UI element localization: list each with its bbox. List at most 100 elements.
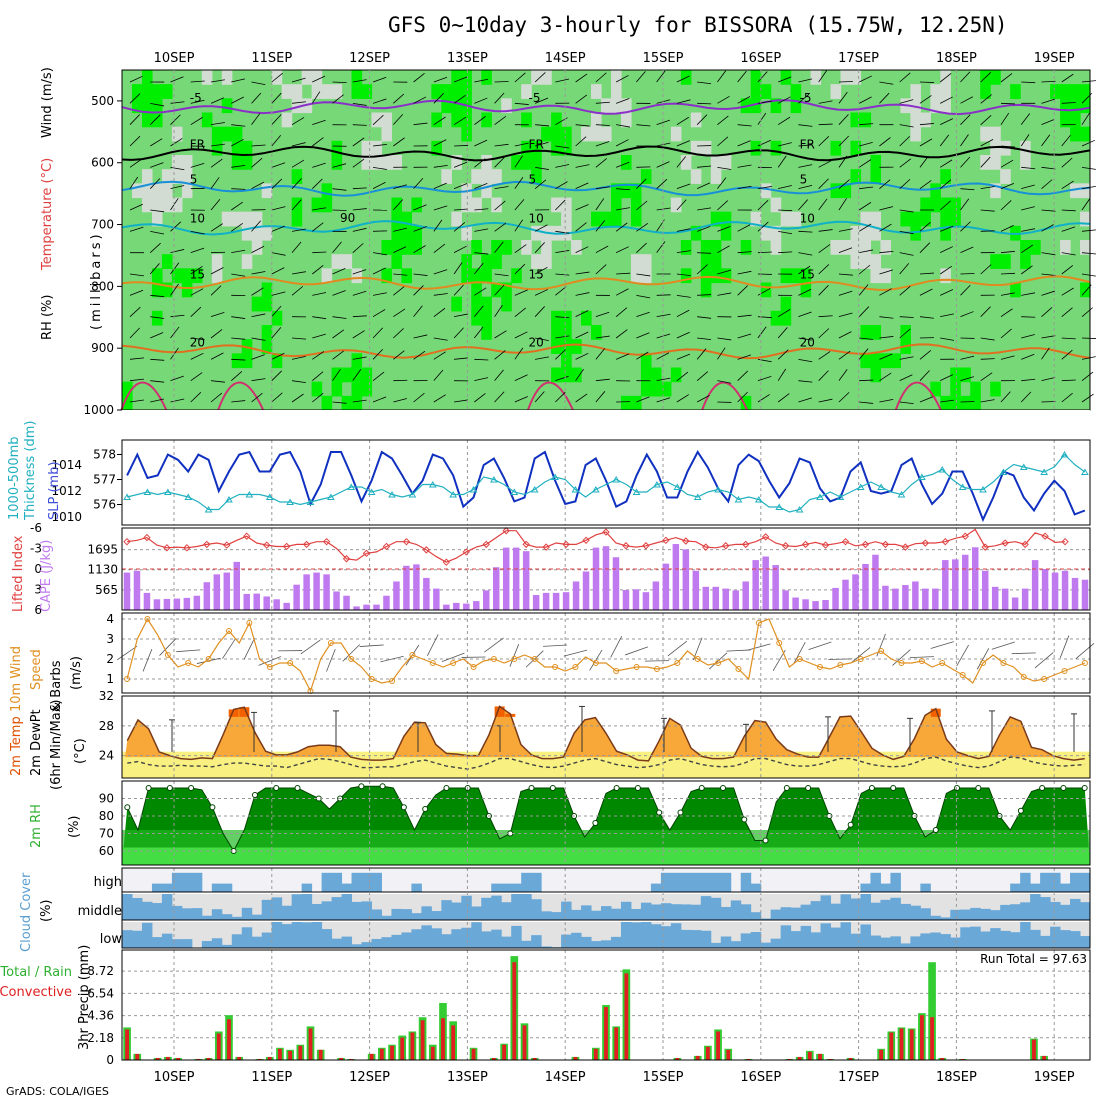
wind-barb: [453, 245, 467, 254]
cloud-bar: [860, 924, 871, 948]
wind-barb: [818, 70, 828, 83]
rh-marker: [251, 792, 258, 798]
cloud-bar: [1000, 930, 1011, 948]
cape-bar: [273, 599, 280, 610]
thickness-marker: [1060, 451, 1069, 458]
wind-barb: [859, 337, 874, 340]
wind-barb: [231, 337, 246, 340]
rh-cell: [391, 197, 403, 213]
precip-conv-bar: [267, 1056, 272, 1060]
isotherm-label: 15: [529, 267, 544, 281]
cloud-bar: [211, 909, 223, 920]
rh-cell: [561, 140, 572, 156]
wind-barb: [271, 162, 286, 168]
wind-barb: [129, 93, 141, 104]
cloud-bar: [441, 934, 452, 948]
wind-barb: [939, 134, 950, 147]
thickness-marker: [245, 491, 254, 498]
wind-barb: [879, 288, 892, 296]
rh-cell: [381, 268, 393, 284]
wind-barb: [514, 263, 526, 275]
rh-cell: [311, 197, 323, 213]
rh-cell: [311, 70, 323, 85]
rh-cell: [411, 225, 422, 241]
cloud-bar: [471, 922, 482, 948]
cloud-bar: [680, 872, 692, 892]
contour-arc: [526, 381, 574, 411]
rh-cell: [870, 268, 882, 284]
rh-cell: [151, 310, 163, 326]
rh-cell: [720, 155, 732, 170]
wind-barb: [879, 223, 892, 232]
wind-barb: [291, 271, 306, 275]
cloud-bar: [371, 938, 382, 948]
panel-frame: [121, 949, 1091, 1061]
wind-barb: [737, 333, 752, 339]
rh-cell: [551, 112, 562, 128]
wind-barb: [210, 198, 221, 211]
cape-bar: [333, 591, 340, 610]
cape-bar: [772, 565, 779, 610]
wind-barb: [1061, 287, 1074, 296]
wind-barb: [1021, 166, 1036, 170]
precip-conv-bar: [1032, 1039, 1036, 1060]
wind-barb: [575, 182, 589, 190]
precip-conv-bar: [716, 1031, 720, 1060]
rh-cell: [531, 70, 542, 85]
slp-label: SLP (mb): [47, 461, 62, 520]
wind-barb: [899, 135, 911, 147]
cloud-bar: [770, 909, 782, 920]
wind-barb: [879, 137, 891, 147]
wind-barb: [372, 267, 386, 275]
wind-barb: [1000, 159, 1014, 168]
wind-barb: [575, 164, 590, 168]
cloud-bar: [930, 932, 941, 948]
wind-barb: [413, 96, 427, 104]
cape-bar: [383, 595, 390, 610]
rh-cell: [990, 254, 1001, 269]
li-marker: [183, 544, 191, 552]
rh-cell: [471, 169, 482, 184]
thickness-marker: [367, 488, 376, 495]
rh-cell: [630, 254, 642, 269]
li-marker: [761, 533, 770, 541]
wind-barb: [271, 114, 282, 125]
wind-barb: [778, 142, 792, 147]
li-marker: [921, 539, 930, 547]
cloud-bar: [1060, 883, 1071, 892]
rh-cell: [760, 84, 772, 99]
rh-cell: [770, 225, 782, 241]
wind-marker: [531, 656, 538, 662]
wind-barb: [231, 249, 246, 254]
wind-barb: [433, 394, 446, 403]
date-label-bottom: 16SEP: [740, 1070, 781, 1085]
wind-barb: [1000, 292, 1015, 296]
wind-barb: [1081, 112, 1090, 125]
wind-barb: [372, 327, 383, 339]
rh-cell: [1080, 183, 1091, 199]
rh-cell: [261, 296, 273, 312]
wind-barb: [231, 188, 246, 190]
wind-barb: [231, 138, 244, 147]
cloud-bar: [1020, 872, 1031, 892]
thickness-label-2: Thickness (dm): [23, 421, 38, 521]
wind-marker: [715, 660, 722, 666]
wind-barb: [838, 312, 853, 318]
rh-cell: [650, 381, 662, 397]
wind-barb: [818, 100, 833, 104]
cloud-bar: [1030, 929, 1041, 948]
date-label-top: 15SEP: [643, 51, 684, 66]
wind-barb: [312, 251, 327, 254]
cloud-bar: [1080, 872, 1091, 892]
rh-cell: [680, 155, 692, 170]
rh-cell: [141, 183, 153, 199]
rh-cell: [940, 169, 951, 184]
cape-bar: [223, 572, 231, 610]
rh-cell: [461, 254, 472, 269]
cape-bar: [882, 585, 889, 610]
wind-barb: [453, 327, 464, 339]
wind-barb: [667, 640, 688, 657]
cloud-bar: [1050, 872, 1061, 892]
rh-cell: [401, 211, 413, 227]
rh-marker: [400, 804, 407, 811]
